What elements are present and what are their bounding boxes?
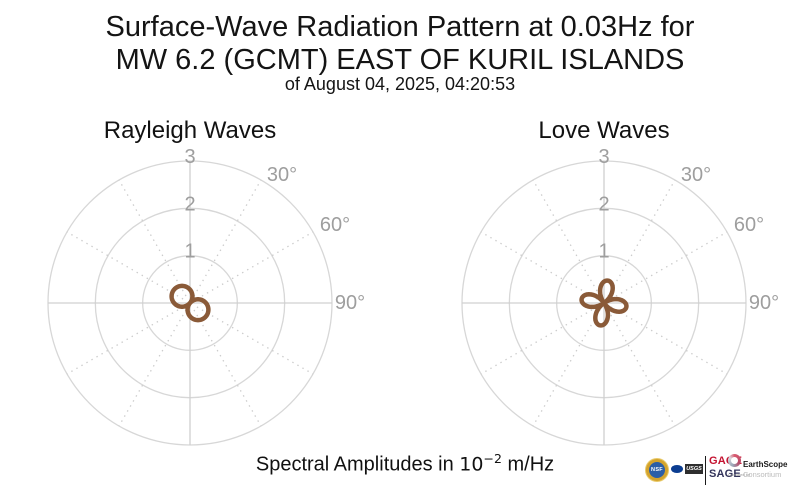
nsf-logo-icon: NSF (646, 459, 668, 481)
earthscope-logo-icon (728, 454, 741, 467)
polar-dotted-spoke (480, 306, 598, 375)
radial-tick-label: 2 (598, 193, 609, 215)
rayleigh-pattern-curve (169, 283, 211, 323)
angle-tick-label: 60° (734, 214, 764, 236)
angle-tick-label: 30° (681, 164, 711, 186)
radial-tick-label: 1 (598, 241, 609, 263)
sage-label: SAGE (709, 468, 741, 480)
usgs-logo-icon: USGS (685, 464, 703, 474)
figure-subtitle-datetime: of August 04, 2025, 04:20:53 (284, 74, 516, 94)
logo-divider (705, 456, 706, 485)
polar-dotted-spoke (607, 179, 676, 297)
angle-tick-label: 90° (749, 292, 779, 314)
love-plot-title: Love Waves (538, 117, 670, 144)
radial-tick-label: 3 (184, 146, 195, 168)
polar-dotted-spoke (196, 231, 314, 300)
angle-tick-label: 90° (335, 292, 365, 314)
amplitude-units-caption: Spectral Amplitudes in 10−2 m/Hz (256, 451, 554, 477)
angle-tick-label: 60° (320, 214, 350, 236)
angle-tick-label: 30° (267, 164, 297, 186)
caption-base: 10 (459, 453, 484, 476)
polar-dotted-spoke (118, 309, 187, 427)
earthscope-operated-by-label: Operated by (728, 472, 751, 477)
caption-suffix: m/Hz (501, 453, 555, 476)
nsf-logo-label: NSF (649, 462, 665, 478)
rayleigh-plot-title: Rayleigh Waves (103, 117, 277, 144)
nasa-logo-icon (671, 465, 683, 473)
polar-dotted-spoke (193, 309, 262, 427)
polar-dotted-spoke (118, 179, 187, 297)
love-polar-plot: 1 2 3 30° 60° 90° (461, 146, 779, 446)
polar-dotted-spoke (532, 179, 601, 297)
figure-title-line2: MW 6.2 (GCMT) EAST OF KURIL ISLANDS (115, 44, 685, 76)
radial-tick-label: 1 (184, 241, 195, 263)
polar-dotted-spoke (610, 306, 728, 375)
caption-prefix: Spectral Amplitudes in (255, 453, 460, 476)
polar-dotted-spoke (610, 231, 728, 300)
polar-dotted-spoke (66, 306, 184, 375)
figure-title-line1: Surface-Wave Radiation Pattern at 0.03Hz… (105, 11, 695, 43)
caption-exponent: −2 (483, 451, 502, 466)
polar-dotted-spoke (607, 309, 676, 427)
earthscope-name: EarthScope (743, 460, 788, 469)
earthscope-consortium-label: Consortium (743, 470, 782, 479)
rayleigh-polar-plot: 1 2 3 30° 60° 90° (47, 146, 365, 446)
love-pattern-curve (579, 278, 629, 328)
polar-dotted-spoke (193, 179, 262, 297)
polar-dotted-spoke (532, 309, 601, 427)
polar-dotted-spoke (196, 306, 314, 375)
polar-dotted-spoke (66, 231, 184, 300)
radial-tick-label: 2 (184, 193, 195, 215)
radial-tick-label: 3 (598, 146, 609, 168)
earthscope-logo: EarthScope Consortium Operated by (728, 452, 800, 490)
sponsor-logo-strip: NSF USGS GAGE SAGE EarthScope Consortium… (644, 452, 800, 490)
polar-dotted-spoke (480, 231, 598, 300)
